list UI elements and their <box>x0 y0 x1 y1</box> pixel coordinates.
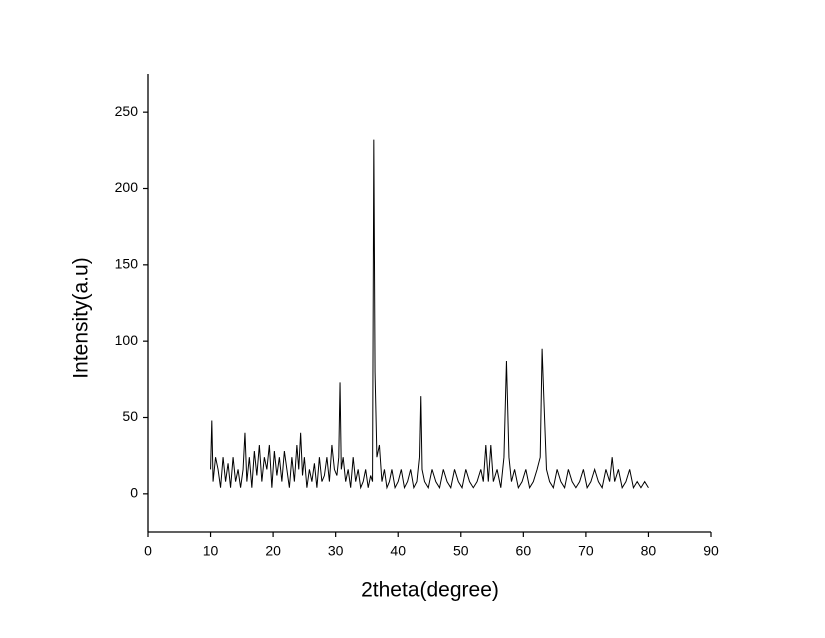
x-tick-label: 60 <box>516 543 532 559</box>
x-tick-label: 50 <box>453 543 469 559</box>
y-tick-label: 150 <box>115 256 139 272</box>
y-tick-label: 100 <box>115 332 139 348</box>
x-tick-label: 0 <box>144 543 152 559</box>
x-tick-label: 20 <box>265 543 281 559</box>
x-tick-label: 30 <box>328 543 344 559</box>
y-tick-label: 0 <box>130 485 138 501</box>
y-axis-label: Intensity(a.u) <box>70 257 93 378</box>
y-tick-label: 250 <box>115 103 139 119</box>
x-tick-label: 70 <box>578 543 594 559</box>
x-tick-label: 40 <box>390 543 406 559</box>
x-axis-label: 2theta(degree) <box>361 579 499 602</box>
x-tick-label: 80 <box>641 543 657 559</box>
x-tick-label: 10 <box>203 543 219 559</box>
y-tick-label: 50 <box>122 408 138 424</box>
y-tick-label: 200 <box>115 179 139 195</box>
x-tick-label: 90 <box>703 543 719 559</box>
data-line <box>210 139 649 490</box>
